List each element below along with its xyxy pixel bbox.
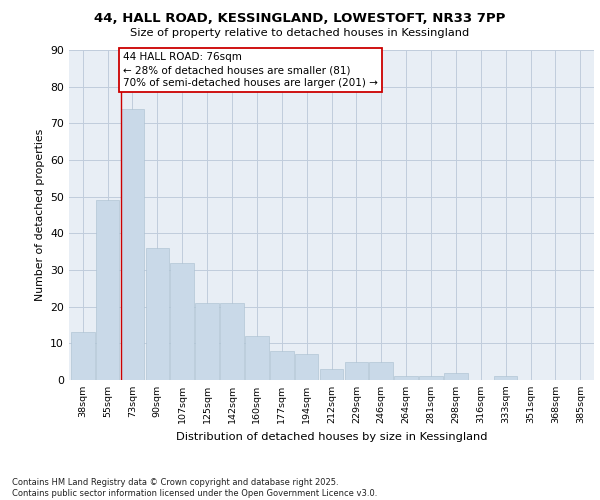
Bar: [370, 362, 393, 380]
Bar: [121, 108, 144, 380]
Bar: [146, 248, 169, 380]
Text: Contains HM Land Registry data © Crown copyright and database right 2025.
Contai: Contains HM Land Registry data © Crown c…: [12, 478, 377, 498]
Bar: [494, 376, 517, 380]
Text: 44 HALL ROAD: 76sqm
← 28% of detached houses are smaller (81)
70% of semi-detach: 44 HALL ROAD: 76sqm ← 28% of detached ho…: [123, 52, 378, 88]
Bar: [444, 372, 468, 380]
Bar: [220, 303, 244, 380]
Bar: [195, 303, 219, 380]
Text: Size of property relative to detached houses in Kessingland: Size of property relative to detached ho…: [130, 28, 470, 38]
Bar: [96, 200, 119, 380]
Bar: [394, 376, 418, 380]
Bar: [71, 332, 95, 380]
X-axis label: Distribution of detached houses by size in Kessingland: Distribution of detached houses by size …: [176, 432, 487, 442]
Y-axis label: Number of detached properties: Number of detached properties: [35, 129, 45, 301]
Bar: [245, 336, 269, 380]
Bar: [419, 376, 443, 380]
Bar: [270, 350, 293, 380]
Bar: [320, 369, 343, 380]
Bar: [295, 354, 319, 380]
Text: 44, HALL ROAD, KESSINGLAND, LOWESTOFT, NR33 7PP: 44, HALL ROAD, KESSINGLAND, LOWESTOFT, N…: [94, 12, 506, 25]
Bar: [170, 262, 194, 380]
Bar: [344, 362, 368, 380]
